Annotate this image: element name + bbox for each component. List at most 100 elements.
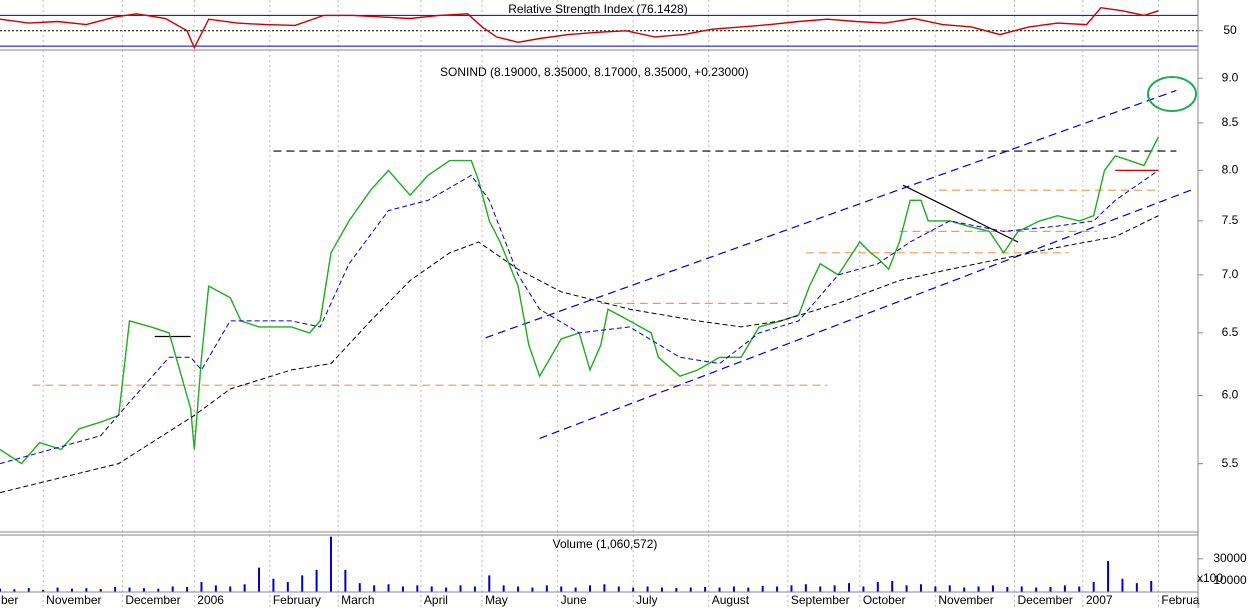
y-tick-label: 9.0 [1222, 70, 1239, 84]
volume-bar [848, 583, 851, 592]
volume-bar [790, 585, 793, 592]
volume-bar [0, 588, 1, 592]
series-line [0, 6, 1159, 50]
volume-bar [387, 584, 390, 592]
volume-bar [286, 582, 289, 592]
volume-bar [243, 584, 246, 592]
trend-line [485, 89, 1177, 339]
volume-bar [660, 587, 663, 592]
volume-bar [430, 586, 433, 592]
volume-bar [214, 585, 217, 592]
x-tick-label: June [561, 593, 587, 607]
volume-bar [258, 567, 261, 592]
volume-bar [301, 575, 304, 592]
volume-bar [171, 586, 174, 592]
y-tick-label: 6.5 [1222, 325, 1239, 339]
y-tick-label: 8.5 [1222, 115, 1239, 129]
volume-bar [862, 586, 865, 592]
volume-bar [128, 587, 131, 592]
volume-bar [977, 586, 980, 592]
volume-bar [1006, 587, 1009, 592]
volume-bar [804, 584, 807, 592]
volume-bar [1020, 586, 1023, 592]
y-tick-label: 8.0 [1222, 163, 1239, 177]
x-tick-label: December [1018, 593, 1073, 607]
volume-bar [819, 586, 822, 592]
volume-bar [948, 585, 951, 592]
x-tick-label: August [712, 593, 750, 607]
volume-bar [344, 569, 347, 592]
volume-bar [732, 586, 735, 592]
volume-bar [704, 587, 707, 592]
volume-bar [617, 586, 620, 592]
series-line [0, 215, 1159, 494]
volume-bar [373, 585, 376, 592]
volume-bar [315, 569, 318, 592]
y-tick-label: 30000 [1213, 551, 1247, 565]
volume-bar [891, 580, 894, 592]
volume-bar [1135, 583, 1138, 592]
volume-bar [70, 588, 73, 592]
volume-bar [358, 583, 361, 592]
volume-bar [675, 588, 678, 592]
volume-bar [876, 582, 879, 592]
x-tick-label: February [273, 593, 321, 607]
x-tick-label: October [863, 593, 906, 607]
volume-bar [1092, 582, 1095, 592]
volume-bar [991, 585, 994, 592]
volume-bar [27, 588, 30, 592]
x-tick-label: ber [1, 593, 18, 607]
y-tick-label: 7.0 [1222, 267, 1239, 281]
y-tick-label: 10000 [1213, 573, 1247, 587]
x-tick-label: Februa [1161, 593, 1199, 607]
volume-bar [488, 575, 491, 592]
axis-note: x100 [1197, 571, 1223, 585]
volume-bar [646, 586, 649, 592]
volume-bar [229, 586, 232, 592]
volume-bar [531, 587, 534, 592]
trend-line [902, 184, 1019, 243]
x-tick-label: 2006 [197, 593, 224, 607]
volume-bar [1121, 578, 1124, 592]
volume-bar [42, 589, 45, 592]
volume-bar [905, 585, 908, 592]
x-tick-label: November [938, 593, 993, 607]
series-line [0, 136, 1160, 465]
volume-bar [934, 586, 937, 592]
volume-bar [761, 585, 764, 592]
volume-bar [56, 587, 59, 592]
volume-bar [1107, 561, 1110, 592]
volume-bar [200, 582, 203, 592]
x-tick-label: April [424, 593, 448, 607]
x-tick-label: December [125, 593, 180, 607]
x-tick-label: November [46, 593, 101, 607]
volume-bar [560, 586, 563, 592]
volume-bar [1078, 586, 1081, 592]
volume-bar [919, 584, 922, 592]
x-tick-label: 2007 [1086, 593, 1113, 607]
volume-bar [85, 588, 88, 592]
volume-bar [963, 587, 966, 592]
x-tick-label: July [636, 593, 657, 607]
volume-bar [186, 587, 189, 592]
volume-bar [747, 587, 750, 592]
volume-bar [157, 588, 160, 592]
panel-title: Volume (1,060,572) [553, 537, 658, 551]
volume-bar [272, 578, 275, 592]
volume-bar [502, 585, 505, 592]
volume-bar [689, 587, 692, 592]
volume-bar [1150, 580, 1153, 592]
panel-title: SONIND (8.19000, 8.35000, 8.17000, 8.350… [440, 65, 749, 79]
volume-bar [1063, 585, 1066, 592]
volume-bar [13, 589, 16, 592]
y-tick-label: 50 [1223, 23, 1237, 37]
volume-bar [632, 587, 635, 592]
volume-bar [545, 585, 548, 592]
grid-layer [0, 0, 1203, 608]
volume-bar [718, 587, 721, 592]
highlight-circle [1147, 76, 1197, 112]
volume-bar [574, 587, 577, 592]
